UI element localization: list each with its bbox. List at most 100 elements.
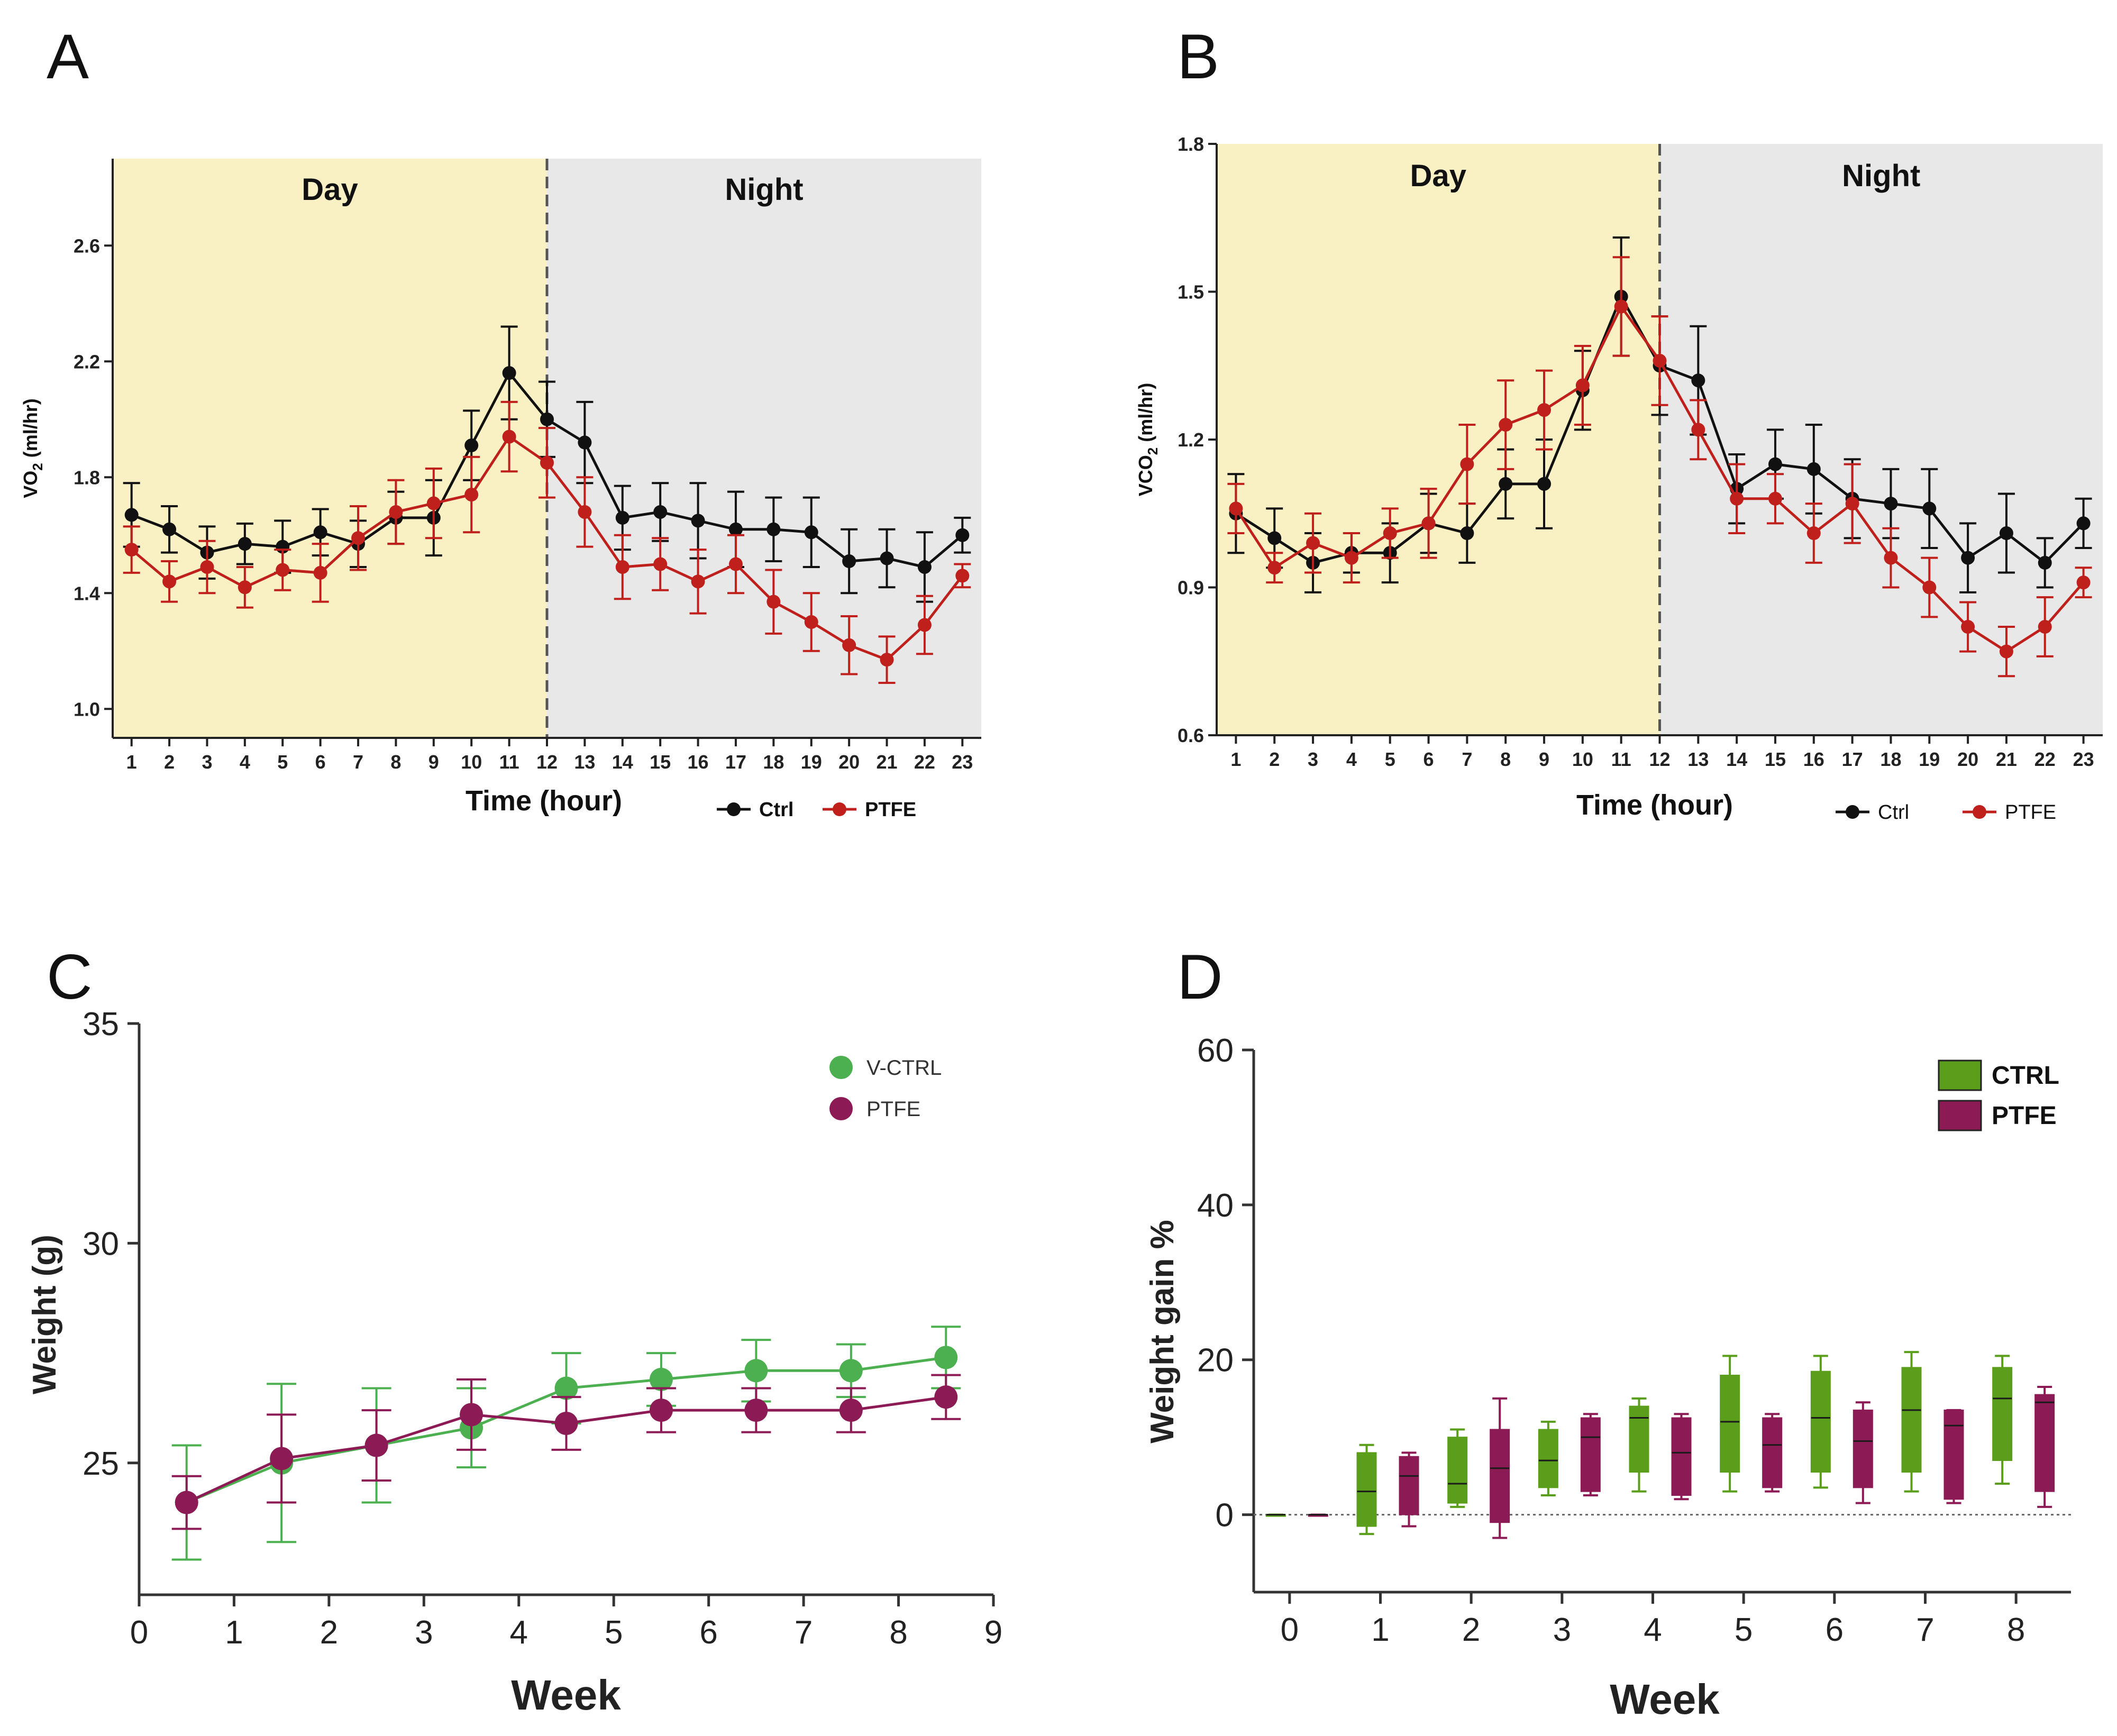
box-iqr bbox=[1399, 1456, 1419, 1515]
y-axis-title: VCO2 (ml/hr) bbox=[1135, 383, 1161, 496]
data-point bbox=[2076, 516, 2091, 531]
data-point bbox=[615, 510, 629, 525]
data-point bbox=[804, 615, 818, 629]
y-axis-title: VO2 (ml/hr) bbox=[20, 398, 45, 498]
data-point bbox=[1306, 536, 1320, 550]
y-tick-label: 1.5 bbox=[1178, 281, 1204, 303]
box-iqr bbox=[1580, 1417, 1601, 1492]
y-tick-label: 2.2 bbox=[74, 351, 100, 372]
data-point bbox=[200, 560, 214, 574]
region-label-night: Night bbox=[725, 172, 803, 207]
x-tick-label: 2 bbox=[164, 751, 175, 773]
x-tick-label: 8 bbox=[2007, 1612, 2025, 1648]
y-tick-label: 30 bbox=[83, 1226, 119, 1262]
data-point bbox=[578, 435, 592, 450]
data-point bbox=[691, 514, 705, 528]
data-point bbox=[615, 560, 629, 574]
legend-swatch bbox=[1938, 1100, 1982, 1131]
data-point bbox=[578, 505, 592, 519]
data-point bbox=[426, 496, 441, 510]
legend-label: Ctrl bbox=[759, 799, 793, 821]
region-label-day: Day bbox=[1410, 159, 1466, 193]
y-tick-label: 40 bbox=[1197, 1187, 1234, 1224]
y-tick-label: 25 bbox=[83, 1446, 119, 1482]
data-point bbox=[1460, 526, 1474, 541]
x-tick-label: 7 bbox=[1916, 1612, 1934, 1648]
box-iqr bbox=[1356, 1452, 1377, 1527]
night-region bbox=[1659, 144, 2103, 735]
data-point bbox=[1383, 526, 1397, 541]
x-tick-label: 20 bbox=[838, 751, 860, 773]
legend-marker bbox=[1973, 805, 1986, 819]
day-region bbox=[113, 159, 547, 738]
data-point bbox=[554, 1412, 578, 1435]
data-point bbox=[554, 1376, 578, 1400]
x-tick-label: 0 bbox=[1281, 1612, 1299, 1648]
box-iqr bbox=[2034, 1394, 2055, 1492]
legend-label: CTRL bbox=[1992, 1062, 2059, 1090]
x-tick-label: 9 bbox=[1539, 748, 1549, 770]
panel-label-c: C bbox=[47, 942, 93, 1012]
data-point bbox=[2038, 620, 2052, 634]
x-tick-label: 14 bbox=[612, 751, 633, 773]
legend-label: PTFE bbox=[865, 799, 916, 821]
data-point bbox=[744, 1359, 768, 1383]
data-point bbox=[2076, 575, 2091, 590]
y-tick-label: 1.8 bbox=[1178, 133, 1204, 155]
data-point bbox=[464, 488, 479, 502]
panel-label-b: B bbox=[1177, 21, 1219, 92]
x-tick-label: 5 bbox=[277, 751, 288, 773]
region-label-day: Day bbox=[302, 172, 358, 207]
x-tick-label: 1 bbox=[1230, 748, 1241, 770]
x-tick-label: 1 bbox=[1371, 1612, 1389, 1648]
x-tick-label: 4 bbox=[1346, 748, 1357, 770]
y-tick-label: 60 bbox=[1197, 1033, 1234, 1069]
legend-marker bbox=[829, 1056, 853, 1079]
data-point bbox=[691, 574, 705, 589]
data-point bbox=[313, 565, 327, 580]
data-point bbox=[1499, 418, 1513, 432]
data-point bbox=[175, 1491, 198, 1514]
x-tick-label: 6 bbox=[1424, 748, 1434, 770]
data-point bbox=[955, 569, 970, 583]
data-point bbox=[934, 1385, 958, 1409]
x-tick-label: 10 bbox=[461, 751, 482, 773]
legend-swatch bbox=[1938, 1059, 1982, 1091]
data-point bbox=[1768, 491, 1782, 506]
x-tick-label: 7 bbox=[1462, 748, 1472, 770]
x-tick-label: 4 bbox=[1644, 1612, 1662, 1648]
box-iqr bbox=[1629, 1405, 1649, 1473]
data-point bbox=[839, 1399, 863, 1422]
x-tick-label: 5 bbox=[1735, 1612, 1753, 1648]
data-point bbox=[502, 430, 516, 444]
data-point bbox=[766, 522, 781, 536]
x-tick-label: 2 bbox=[1462, 1612, 1480, 1648]
x-tick-label: 16 bbox=[688, 751, 709, 773]
x-tick-label: 5 bbox=[605, 1614, 623, 1651]
box-iqr bbox=[1720, 1375, 1740, 1473]
data-point bbox=[1999, 644, 2013, 659]
x-tick-label: 4 bbox=[510, 1614, 528, 1651]
data-point bbox=[162, 522, 177, 536]
data-point bbox=[1267, 531, 1282, 545]
data-point bbox=[238, 580, 252, 595]
data-point bbox=[270, 1447, 294, 1470]
data-point bbox=[502, 366, 516, 380]
data-point bbox=[1653, 353, 1667, 368]
x-tick-label: 8 bbox=[889, 1614, 907, 1651]
legend-label: PTFE bbox=[2005, 801, 2056, 824]
data-point bbox=[880, 653, 894, 667]
box-iqr bbox=[1853, 1409, 1873, 1488]
x-tick-label: 6 bbox=[699, 1614, 717, 1651]
data-point bbox=[1691, 423, 1705, 437]
x-tick-label: 23 bbox=[2073, 748, 2094, 770]
box-iqr bbox=[1943, 1409, 1964, 1500]
data-point bbox=[917, 560, 932, 574]
data-point bbox=[728, 522, 743, 536]
x-axis-title: Week bbox=[511, 1671, 621, 1719]
data-point bbox=[2038, 555, 2052, 570]
data-point bbox=[389, 505, 403, 519]
panel-label-d: D bbox=[1177, 942, 1223, 1012]
